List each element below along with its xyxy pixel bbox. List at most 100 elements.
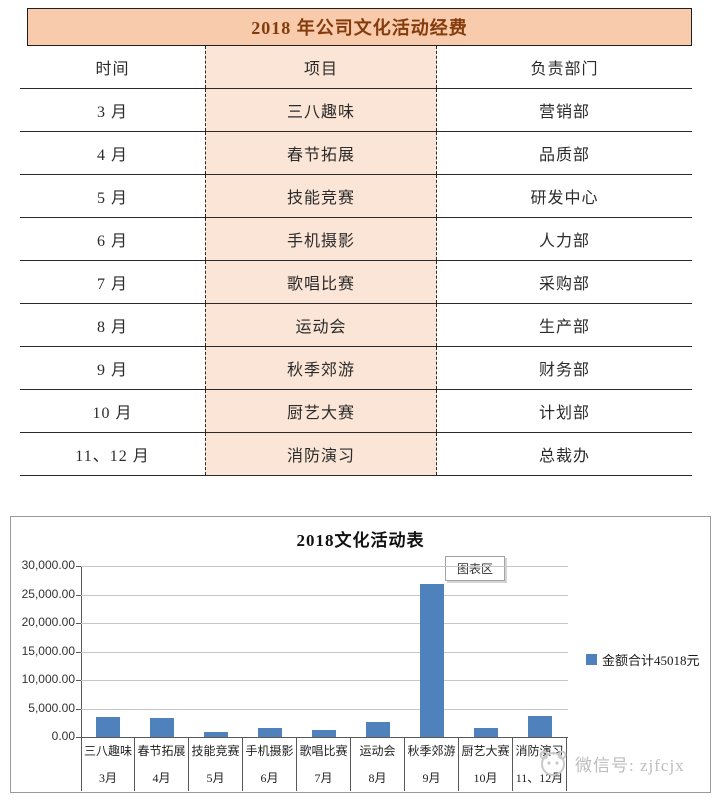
category-label: 运动会 bbox=[351, 737, 405, 764]
chart-panel[interactable]: 2018文化活动表 图表区 金额合计45018元 微信号: zjfcjx 30,… bbox=[10, 516, 711, 793]
budget-table: 2018 年公司文化活动经费 时间 项目 负责部门 3 月 三八趣味 营销部 4 月 春节拓展… bbox=[20, 8, 692, 476]
category-label: 三八趣味 bbox=[81, 737, 135, 764]
chart-bar[interactable] bbox=[96, 717, 120, 737]
y-axis-tick bbox=[76, 709, 81, 710]
chart-bar[interactable] bbox=[474, 728, 498, 737]
table-row: 4 月 春节拓展 品质部 bbox=[20, 132, 692, 175]
table-cell[interactable]: 三八趣味 bbox=[205, 89, 437, 131]
y-axis-tick bbox=[76, 566, 81, 567]
y-axis-label: 20,000.00 bbox=[21, 615, 75, 629]
y-axis-label: 10,000.00 bbox=[21, 672, 75, 686]
table-cell[interactable]: 厨艺大赛 bbox=[205, 390, 437, 432]
y-axis-tick bbox=[76, 680, 81, 681]
chart-title: 2018文化活动表 bbox=[296, 531, 425, 550]
month-label: 11、12月 bbox=[513, 764, 567, 791]
month-label: 3月 bbox=[81, 764, 135, 791]
table-row: 11、12 月 消防演习 总裁办 bbox=[20, 433, 692, 476]
table-header-row: 时间 项目 负责部门 bbox=[20, 46, 692, 89]
legend-label: 金额合计45018元 bbox=[602, 653, 700, 668]
table-cell[interactable]: 研发中心 bbox=[530, 190, 599, 207]
chart-area-tooltip: 图表区 bbox=[445, 556, 506, 581]
table-cell[interactable]: 运动会 bbox=[205, 304, 437, 346]
table-cell[interactable]: 营销部 bbox=[538, 104, 590, 121]
table-row: 7 月 歌唱比赛 采购部 bbox=[20, 261, 692, 304]
table-cell[interactable]: 6 月 bbox=[96, 233, 128, 250]
y-axis-label: 25,000.00 bbox=[21, 587, 75, 601]
table-cell[interactable]: 秋季郊游 bbox=[205, 347, 437, 389]
y-axis-tick bbox=[76, 623, 81, 624]
y-axis-tick bbox=[76, 652, 81, 653]
chart-bar[interactable] bbox=[204, 732, 228, 737]
table-cell[interactable]: 采购部 bbox=[538, 276, 590, 293]
month-label: 9月 bbox=[405, 764, 459, 791]
table-cell[interactable]: 人力部 bbox=[538, 233, 590, 250]
category-label: 手机摄影 bbox=[243, 737, 297, 764]
table-cell[interactable]: 11、12 月 bbox=[75, 448, 150, 465]
chart-bar[interactable] bbox=[312, 730, 336, 737]
y-axis-tick bbox=[76, 595, 81, 596]
gridline bbox=[81, 595, 568, 596]
table-cell[interactable]: 10 月 bbox=[92, 405, 133, 422]
table-cell[interactable]: 5 月 bbox=[96, 190, 128, 207]
table-cell[interactable]: 财务部 bbox=[538, 362, 590, 379]
table-cell[interactable]: 技能竞赛 bbox=[205, 175, 437, 217]
table-cell[interactable]: 手机摄影 bbox=[205, 218, 437, 260]
table-cell[interactable]: 计划部 bbox=[538, 405, 590, 422]
category-label: 春节拓展 bbox=[135, 737, 189, 764]
chart-bar[interactable] bbox=[258, 728, 282, 737]
month-label: 5月 bbox=[189, 764, 243, 791]
month-label: 4月 bbox=[135, 764, 189, 791]
chart-bar[interactable] bbox=[150, 718, 174, 737]
table-cell[interactable]: 4 月 bbox=[96, 147, 128, 164]
month-label: 10月 bbox=[459, 764, 513, 791]
y-axis-tick bbox=[76, 737, 81, 738]
table-cell[interactable]: 3 月 bbox=[96, 104, 128, 121]
gridline bbox=[81, 652, 568, 653]
table-cell[interactable]: 品质部 bbox=[538, 147, 590, 164]
y-axis-label: 30,000.00 bbox=[21, 558, 75, 572]
table-cell[interactable]: 7 月 bbox=[96, 276, 128, 293]
header-cell[interactable]: 负责部门 bbox=[530, 61, 599, 78]
table-row: 3 月 三八趣味 营销部 bbox=[20, 89, 692, 132]
y-axis-label: 5,000.00 bbox=[28, 701, 75, 715]
table-title: 2018 年公司文化活动经费 bbox=[27, 8, 692, 46]
category-label: 歌唱比赛 bbox=[297, 737, 351, 764]
category-label: 技能竞赛 bbox=[189, 737, 243, 764]
table-cell[interactable]: 消防演习 bbox=[205, 433, 437, 475]
chart-area[interactable]: 2018文化活动表 图表区 金额合计45018元 微信号: zjfcjx 30,… bbox=[11, 517, 710, 792]
gridline bbox=[81, 566, 568, 567]
table-cell[interactable]: 8 月 bbox=[96, 319, 128, 336]
month-label: 6月 bbox=[243, 764, 297, 791]
y-axis-label: 0.00 bbox=[51, 729, 75, 743]
table-row: 9 月 秋季郊游 财务部 bbox=[20, 347, 692, 390]
table-row: 10 月 厨艺大赛 计划部 bbox=[20, 390, 692, 433]
category-label: 厨艺大赛 bbox=[459, 737, 513, 764]
month-label: 8月 bbox=[351, 764, 405, 791]
table-cell[interactable]: 春节拓展 bbox=[205, 132, 437, 174]
chart-bar[interactable] bbox=[366, 722, 390, 737]
table-cell[interactable]: 9 月 bbox=[96, 362, 128, 379]
gridline bbox=[81, 709, 568, 710]
table-row: 6 月 手机摄影 人力部 bbox=[20, 218, 692, 261]
table-row: 5 月 技能竞赛 研发中心 bbox=[20, 175, 692, 218]
table-cell[interactable]: 总裁办 bbox=[538, 448, 590, 465]
header-cell[interactable]: 项目 bbox=[205, 46, 437, 88]
month-label: 7月 bbox=[297, 764, 351, 791]
chart-bar[interactable] bbox=[528, 716, 552, 737]
x-axis-line bbox=[81, 737, 568, 738]
gridline bbox=[81, 623, 568, 624]
table-cell[interactable]: 歌唱比赛 bbox=[205, 261, 437, 303]
watermark-text: 微信号: zjfcjx bbox=[575, 750, 685, 776]
budget-table-body: 时间 项目 负责部门 3 月 三八趣味 营销部 4 月 春节拓展 品质部 5 月 技能竞赛 研发中心 6… bbox=[20, 46, 692, 476]
y-axis-label: 15,000.00 bbox=[21, 644, 75, 658]
category-label: 消防演习 bbox=[513, 737, 567, 764]
category-label: 秋季郊游 bbox=[405, 737, 459, 764]
header-cell[interactable]: 时间 bbox=[95, 61, 130, 78]
table-cell[interactable]: 生产部 bbox=[538, 319, 590, 336]
table-row: 8 月 运动会 生产部 bbox=[20, 304, 692, 347]
chart-bar[interactable] bbox=[420, 584, 444, 737]
legend[interactable]: 金额合计45018元 bbox=[586, 650, 700, 669]
gridline bbox=[81, 680, 568, 681]
legend-swatch-icon bbox=[586, 654, 597, 665]
